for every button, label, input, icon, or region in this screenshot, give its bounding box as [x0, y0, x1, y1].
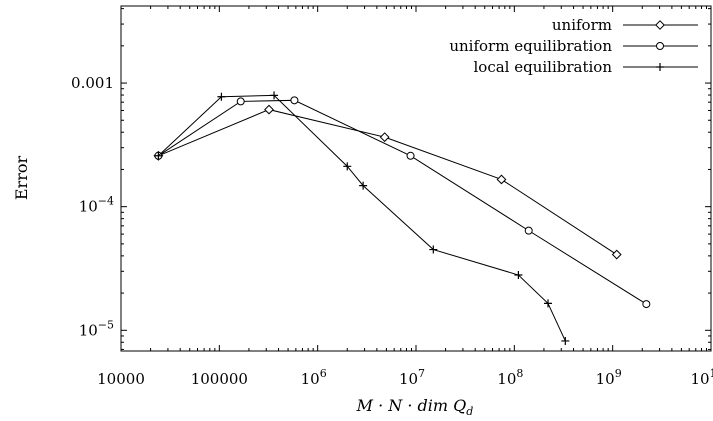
diamond-marker	[264, 104, 274, 115]
plus-marker	[343, 162, 352, 171]
legend-label: local equilibration	[473, 58, 612, 76]
plus-marker	[270, 91, 279, 100]
y-tick-labels: 10−5 10−4 0.001	[71, 74, 114, 339]
diamond-marker	[379, 132, 390, 143]
plus-marker	[359, 181, 368, 190]
legend-label: uniform equilibration	[449, 37, 612, 55]
series-layer	[153, 91, 651, 345]
series-plus	[154, 91, 570, 345]
y-tick-label: 0.001	[71, 74, 114, 92]
y-tick-label: 10−5	[79, 318, 114, 339]
diamond-marker	[611, 249, 622, 260]
diamond-marker	[496, 174, 507, 185]
series-circle	[154, 96, 651, 309]
plus-marker	[514, 271, 523, 280]
x-tick-label: 108	[497, 367, 523, 388]
legend-label: uniform	[552, 16, 612, 34]
series-diamond	[153, 104, 622, 260]
x-tick-label: 109	[596, 367, 622, 388]
circle-marker	[290, 96, 299, 105]
x-tick-label: 10000	[97, 370, 145, 388]
x-tick-label: 100000	[191, 370, 248, 388]
plus-marker	[154, 151, 163, 160]
circle-marker	[524, 226, 533, 235]
plus-marker	[561, 336, 570, 345]
x-axis-label: M · N · dim Qd	[356, 396, 474, 418]
plus-marker	[429, 245, 438, 254]
x-tick-label: 107	[399, 367, 425, 388]
circle-marker	[406, 151, 415, 160]
series-line	[158, 99, 647, 305]
plus-marker	[217, 92, 226, 101]
plus-marker	[544, 299, 553, 308]
y-tick-label: 10−4	[79, 195, 114, 216]
plus-marker	[656, 63, 664, 71]
diamond-marker	[655, 20, 665, 30]
circle-marker	[642, 300, 651, 309]
legend: uniform uniform equilibration local equili…	[449, 16, 698, 76]
series-line	[158, 109, 618, 255]
circle-marker	[236, 97, 245, 106]
y-axis-label: Error	[12, 156, 31, 201]
plot-frame	[120, 5, 712, 352]
axis-ticks	[120, 6, 712, 351]
x-tick-label: 106	[301, 367, 327, 388]
circle-marker	[656, 42, 664, 50]
